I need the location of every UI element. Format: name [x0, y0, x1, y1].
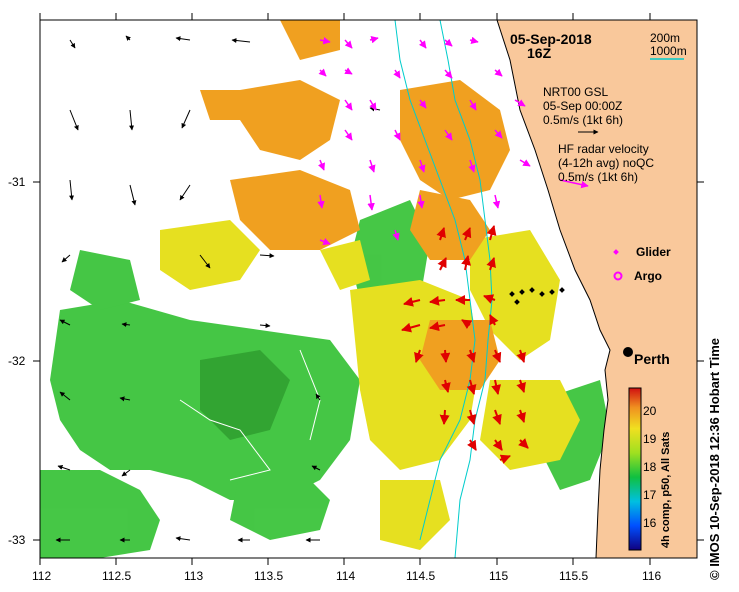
colorbar-tick-19: 19	[643, 432, 657, 446]
gsl-legend-line2: 05-Sep 00:00Z	[543, 99, 622, 113]
y-tick-31: -31	[8, 175, 26, 189]
colorbar-tick-20: 20	[643, 404, 657, 418]
x-tick-116: 116	[642, 569, 661, 583]
x-tick-112: 112	[32, 569, 51, 583]
glider-track	[509, 287, 565, 305]
y-tick-33: -33	[8, 533, 26, 547]
colorbar-tick-16: 16	[643, 516, 657, 530]
perth-marker	[623, 347, 633, 357]
bathymetry-contours	[179, 20, 493, 558]
x-tick-114: 114	[336, 569, 355, 583]
date-line2: 16Z	[527, 45, 552, 61]
glider-legend-label: Glider	[636, 245, 671, 259]
colorbar: 20 19 18 17 16 4h comp, p50, All Sats	[628, 387, 672, 551]
x-tick-115-5: 115.5	[559, 569, 588, 583]
sst-warm-region	[200, 20, 510, 390]
colorbar-label: 4h comp, p50, All Sats	[660, 432, 672, 548]
glider-legend-marker	[613, 249, 619, 255]
date-line1: 05-Sep-2018	[510, 31, 592, 47]
gsl-velocity-arrows	[55, 35, 381, 543]
gsl-legend-line1: NRT00 GSL	[543, 85, 608, 99]
colorbar-tick-18: 18	[643, 460, 657, 474]
y-tick-32: -32	[8, 354, 26, 368]
x-tick-113-5: 113.5	[254, 569, 283, 583]
radar-legend-line3: 0.5m/s (1kt 6h)	[558, 170, 638, 184]
hf-red-arrows	[401, 225, 529, 464]
y-axis	[33, 181, 704, 541]
radar-legend-line2: (4-12h avg) noQC	[558, 156, 654, 170]
credit-label: © IMOS 10-Sep-2018 12:36 Hobart Time	[707, 338, 722, 580]
land-mass	[496, 20, 697, 558]
bathy-legend-1000: 1000m	[650, 44, 687, 58]
perth-label: Perth	[634, 351, 670, 367]
x-tick-115: 115	[489, 569, 508, 583]
x-axis	[39, 13, 651, 565]
gsl-legend-line3: 0.5m/s (1kt 6h)	[543, 113, 623, 127]
radar-legend-line1: HF radar velocity	[558, 142, 649, 156]
x-tick-113: 113	[184, 569, 203, 583]
hf-radar-arrows	[317, 35, 589, 245]
sst-cool-region	[40, 200, 610, 558]
x-tick-114-5: 114.5	[406, 569, 435, 583]
colorbar-tick-17: 17	[643, 488, 657, 502]
bathy-legend-200: 200m	[650, 31, 680, 45]
argo-legend-label: Argo	[634, 269, 662, 283]
x-tick-112-5: 112.5	[102, 569, 131, 583]
argo-legend-marker	[613, 271, 623, 281]
